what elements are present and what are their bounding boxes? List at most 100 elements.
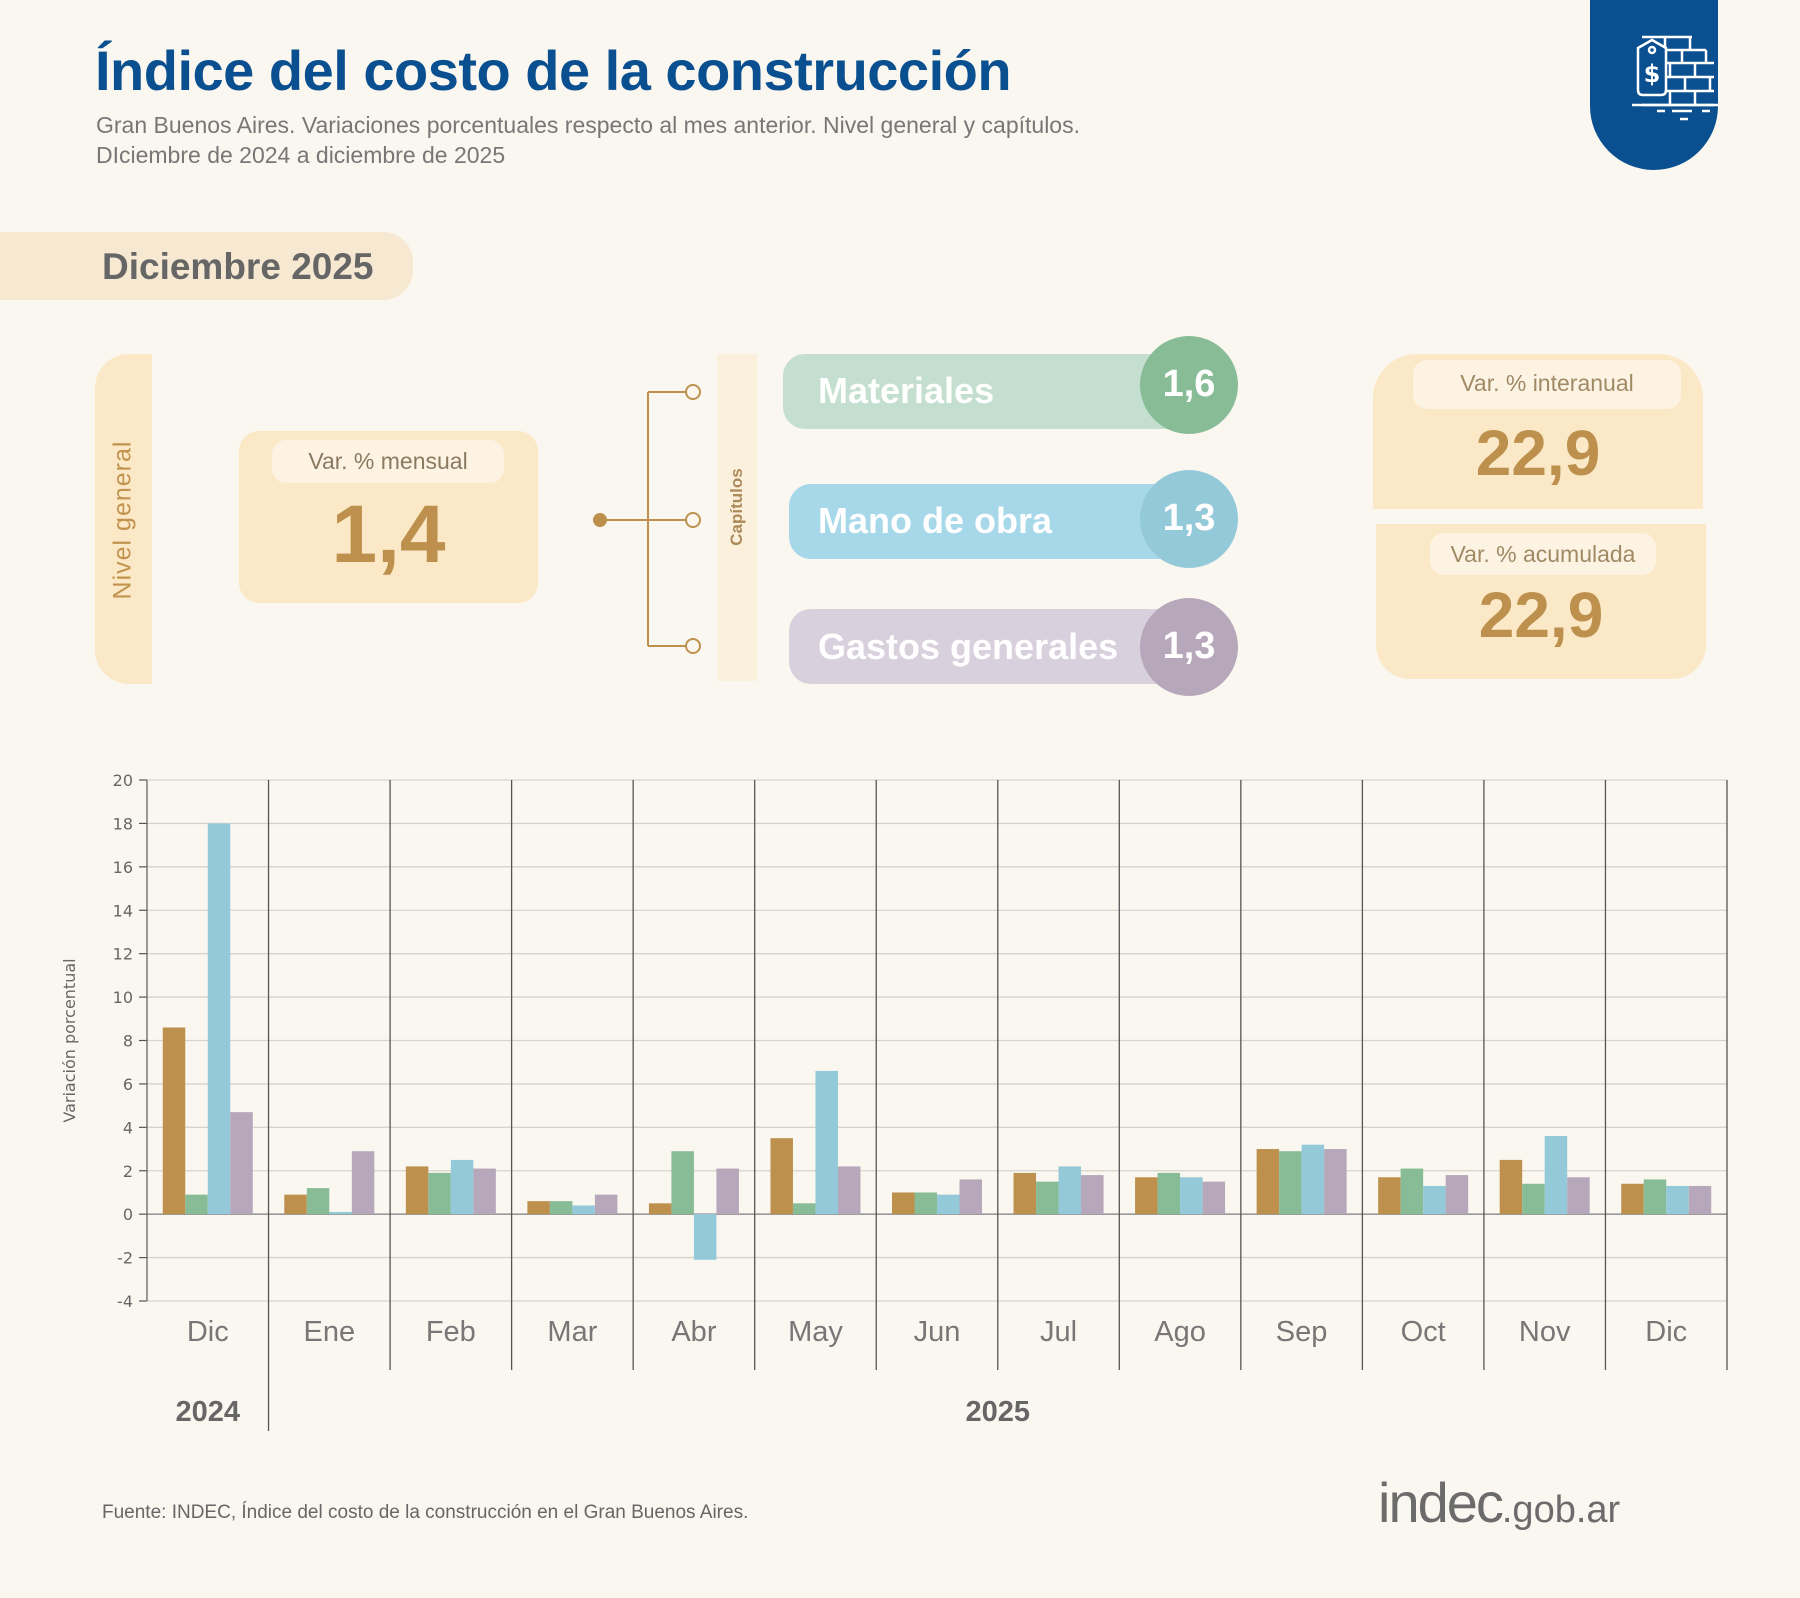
bar-nivel-general xyxy=(527,1201,550,1215)
chapters-connector xyxy=(593,384,701,654)
materiales-value: 1,6 xyxy=(1140,336,1238,434)
gastos-generales-bar xyxy=(789,609,1183,684)
bar-gastos-generales xyxy=(1445,1175,1469,1215)
nivel-general-tab xyxy=(95,354,152,684)
y-tick-label: 2 xyxy=(123,1162,133,1181)
bar-gastos-generales xyxy=(230,1112,253,1215)
acumulada-label-box xyxy=(1430,533,1656,575)
brick-wall-price-tag-icon: $ xyxy=(1632,35,1718,121)
year-label: 2025 xyxy=(966,1396,1031,1428)
bar-materiales xyxy=(914,1192,937,1215)
mano-de-obra-value: 1,3 xyxy=(1140,470,1238,568)
bar-mano-de-obra xyxy=(450,1159,474,1215)
x-tick-label: Jul xyxy=(1040,1316,1077,1348)
subtitle: Gran Buenos Aires. Variaciones porcentua… xyxy=(96,112,1080,138)
bar-mano-de-obra xyxy=(329,1211,352,1215)
bar-mano-de-obra xyxy=(1544,1136,1568,1215)
x-tick-label: Jun xyxy=(914,1316,961,1348)
bar-nivel-general xyxy=(1621,1183,1644,1215)
source-note: Fuente: INDEC, Índice del costo de la co… xyxy=(102,1502,749,1523)
y-axis-label: Variación porcentual xyxy=(60,958,79,1122)
year-label: 2024 xyxy=(176,1396,241,1428)
x-tick-label: Mar xyxy=(547,1316,597,1348)
y-tick-label: 14 xyxy=(113,901,133,920)
y-tick-label: 4 xyxy=(123,1118,133,1137)
gastos-generales-label: Gastos generales xyxy=(818,626,1119,667)
bar-materiales xyxy=(1643,1179,1667,1215)
indec-logo-main: indec xyxy=(1378,1471,1504,1534)
bar-nivel-general xyxy=(1499,1159,1523,1215)
interanual-value: 22,9 xyxy=(1475,417,1601,489)
bar-gastos-generales xyxy=(351,1151,375,1215)
nivel-general-label: Nivel general xyxy=(108,440,137,600)
bar-gastos-generales xyxy=(959,1179,982,1215)
monthly-variation-value: 1,4 xyxy=(331,489,446,580)
x-tick-label: May xyxy=(788,1316,843,1348)
bar-mano-de-obra xyxy=(1180,1177,1203,1215)
bar-gastos-generales xyxy=(594,1194,618,1215)
capitulos-label: Capítulos xyxy=(727,468,746,546)
acumulada-value: 22,9 xyxy=(1478,579,1604,651)
bar-nivel-general xyxy=(892,1192,915,1215)
bar-nivel-general xyxy=(1256,1149,1280,1215)
bar-gastos-generales xyxy=(1688,1185,1712,1215)
bar-gastos-generales xyxy=(1567,1177,1590,1215)
bar-mano-de-obra xyxy=(937,1194,960,1215)
x-tick-label: Oct xyxy=(1401,1316,1446,1348)
mano-de-obra-bar xyxy=(789,484,1183,559)
svg-text:$: $ xyxy=(1644,60,1661,88)
y-tick-label: 6 xyxy=(123,1075,133,1094)
bar-gastos-generales xyxy=(1081,1175,1104,1215)
bar-mano-de-obra xyxy=(1666,1185,1689,1215)
x-tick-label: Nov xyxy=(1519,1316,1571,1348)
bar-mano-de-obra xyxy=(207,823,231,1215)
bar-materiales xyxy=(1036,1181,1059,1215)
x-tick-label: Ago xyxy=(1154,1316,1206,1348)
bar-materiales xyxy=(185,1194,208,1215)
interanual-label: Var. % interanual xyxy=(1460,370,1634,396)
bar-gastos-generales xyxy=(837,1166,861,1215)
y-tick-label: -2 xyxy=(117,1249,133,1268)
bar-materiales xyxy=(428,1172,451,1215)
bar-materiales xyxy=(549,1201,573,1215)
acumulada-label: Var. % acumulada xyxy=(1450,541,1636,567)
mano-de-obra-label: Mano de obra xyxy=(818,500,1053,541)
bar-materiales xyxy=(1400,1168,1424,1215)
bar-nivel-general xyxy=(1013,1172,1037,1215)
x-tick-label: Ene xyxy=(304,1316,356,1348)
bar-nivel-general xyxy=(648,1203,672,1215)
bar-mano-de-obra xyxy=(572,1205,595,1215)
y-tick-label: 8 xyxy=(123,1032,133,1051)
bar-materiales xyxy=(792,1203,816,1215)
bar-materiales xyxy=(1157,1172,1181,1215)
period-pill xyxy=(0,232,413,300)
x-tick-label: Feb xyxy=(426,1316,476,1348)
bar-materiales xyxy=(1522,1183,1545,1215)
monthly-variation-label: Var. % mensual xyxy=(308,448,468,474)
bar-materiales xyxy=(1279,1151,1302,1215)
y-tick-label: 0 xyxy=(123,1205,133,1224)
indec-logo[interactable]: indec.gob.ar xyxy=(1378,1470,1620,1535)
bar-nivel-general xyxy=(1378,1177,1401,1215)
x-tick-label: Dic xyxy=(187,1316,229,1348)
y-tick-label: 20 xyxy=(113,771,133,790)
y-tick-label: 16 xyxy=(113,858,133,877)
gastos-generales-value: 1,3 xyxy=(1140,598,1238,696)
y-tick-label: 12 xyxy=(113,945,133,964)
bar-gastos-generales xyxy=(716,1168,739,1215)
y-tick-label: -4 xyxy=(117,1292,133,1311)
bar-gastos-generales xyxy=(473,1168,496,1215)
bar-materiales xyxy=(671,1151,694,1215)
materiales-bar xyxy=(783,354,1183,429)
bar-nivel-general xyxy=(1135,1177,1158,1215)
page-title: Índice del costo de la construcción xyxy=(95,39,1012,102)
monthly-variation-label-box xyxy=(272,440,504,483)
x-tick-label: Abr xyxy=(671,1316,716,1348)
capitulos-tab xyxy=(717,354,757,681)
bar-nivel-general xyxy=(162,1027,186,1215)
bar-materiales xyxy=(306,1188,330,1215)
subtitle-period: DIciembre de 2024 a diciembre de 2025 xyxy=(96,142,506,168)
y-tick-label: 18 xyxy=(113,814,133,833)
bar-gastos-generales xyxy=(1324,1149,1347,1215)
